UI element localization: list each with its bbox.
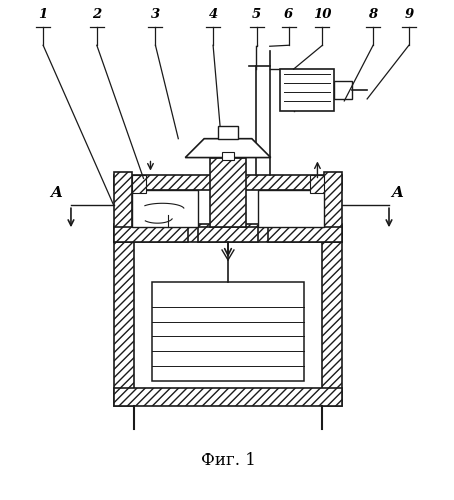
Text: 4: 4 bbox=[208, 8, 218, 22]
Bar bbox=[153, 282, 304, 381]
Bar bbox=[198, 227, 258, 242]
Text: 2: 2 bbox=[92, 8, 101, 22]
Bar bbox=[268, 227, 342, 242]
Text: 9: 9 bbox=[404, 8, 414, 22]
Bar bbox=[280, 69, 334, 111]
Text: 3: 3 bbox=[151, 8, 160, 22]
Bar bbox=[132, 176, 145, 194]
Bar bbox=[114, 388, 342, 406]
Bar bbox=[258, 190, 325, 227]
Bar bbox=[322, 242, 342, 406]
Bar bbox=[132, 190, 198, 227]
Bar bbox=[210, 158, 246, 227]
Bar bbox=[114, 224, 342, 242]
Bar bbox=[218, 126, 238, 138]
Bar bbox=[334, 81, 352, 99]
Text: 6: 6 bbox=[284, 8, 293, 22]
Text: 10: 10 bbox=[313, 8, 332, 22]
Text: 8: 8 bbox=[369, 8, 378, 22]
Polygon shape bbox=[185, 138, 271, 158]
Bar bbox=[114, 172, 132, 242]
Bar bbox=[311, 176, 325, 194]
Text: A: A bbox=[391, 186, 403, 200]
Bar bbox=[325, 172, 342, 242]
Text: 1: 1 bbox=[39, 8, 48, 22]
Bar bbox=[114, 176, 342, 190]
Bar bbox=[114, 242, 133, 406]
Text: 5: 5 bbox=[252, 8, 262, 22]
Text: Фиг. 1: Фиг. 1 bbox=[201, 452, 256, 469]
Text: A: A bbox=[50, 186, 62, 200]
Bar bbox=[114, 227, 188, 242]
Bar bbox=[222, 152, 234, 160]
